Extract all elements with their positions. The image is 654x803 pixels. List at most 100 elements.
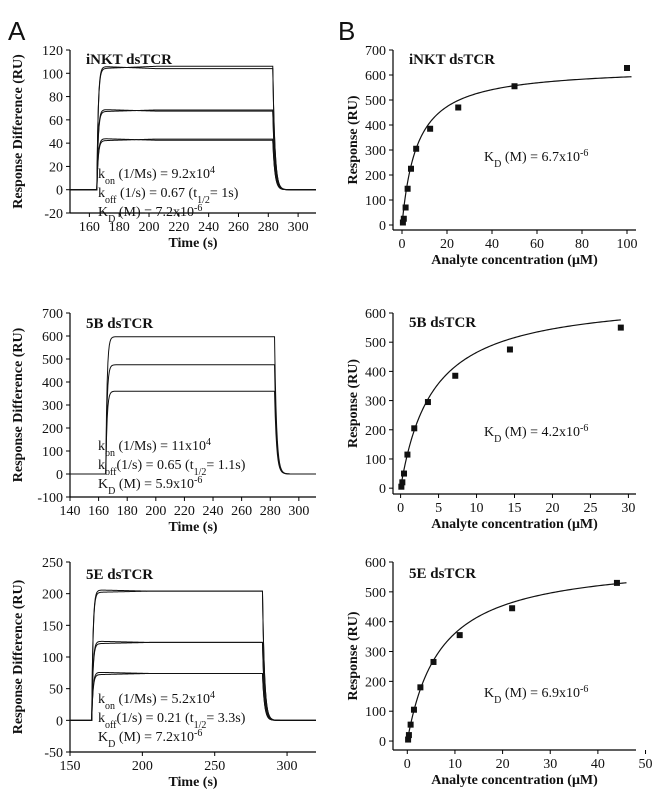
data-point <box>405 736 412 743</box>
y-axis-label: Response Difference (RU) <box>11 54 26 209</box>
y-tick-label: 100 <box>365 194 386 209</box>
x-axis-label: Analyte concentration (μM) <box>431 773 598 788</box>
y-tick-label: 500 <box>42 353 63 368</box>
data-point <box>404 451 411 458</box>
y-tick-label: 200 <box>42 422 63 437</box>
panel-letter-b: B <box>338 16 355 46</box>
y-tick-label: 700 <box>365 44 386 59</box>
binding-fit-curve <box>401 76 632 226</box>
kinetics-annotation-1: kon (1/Ms) = 11x104 <box>98 437 211 459</box>
x-tick-label: 20 <box>440 237 454 252</box>
y-tick-label: 200 <box>365 424 386 439</box>
y-tick-label: 400 <box>42 376 63 391</box>
panel-title: 5E dsTCR <box>409 566 476 582</box>
chart-panel-6: 0 100 200 300 400 500 600 0 10 20 30 40 50 Analyte co… <box>346 556 653 788</box>
y-tick-label: 300 <box>42 399 63 414</box>
data-point <box>405 732 412 739</box>
x-tick-label: 100 <box>617 237 638 252</box>
y-tick-label: 80 <box>49 91 63 106</box>
sensorgram-trace-1 <box>70 336 316 475</box>
sensorgram-trace-6 <box>70 138 316 191</box>
data-point <box>404 185 411 192</box>
kinetics-annotation-3: KD (M) = 7.2x10-6 <box>98 728 202 750</box>
x-axis-label: Time (s) <box>168 520 217 535</box>
panel-title: iNKT dsTCR <box>86 52 172 68</box>
x-tick-label: 240 <box>203 504 224 519</box>
chart-panel-5: -50 0 50 100 150 200 250 150 200 250 300 Time (s) Re… <box>11 556 316 790</box>
y-tick-label: 0 <box>379 735 386 750</box>
y-tick-label: 500 <box>365 94 386 109</box>
binding-fit-curve <box>406 582 627 742</box>
y-axis-label: Response (RU) <box>346 611 361 700</box>
x-tick-label: 300 <box>288 504 309 519</box>
data-point <box>509 605 516 612</box>
x-tick-label: 250 <box>204 759 225 774</box>
data-point <box>402 204 409 211</box>
y-tick-label: 500 <box>365 336 386 351</box>
panel-title: 5E dsTCR <box>86 567 153 583</box>
x-tick-label: 260 <box>231 504 252 519</box>
y-tick-label: 400 <box>365 119 386 134</box>
y-tick-label: 500 <box>365 586 386 601</box>
x-tick-label: 200 <box>139 220 160 235</box>
kd-annotation: KD (M) = 4.2x10-6 <box>484 423 588 445</box>
y-tick-label: 150 <box>42 619 63 634</box>
y-axis-label: Response (RU) <box>346 95 361 184</box>
x-tick-label: 300 <box>277 759 298 774</box>
data-point <box>456 632 463 639</box>
y-tick-label: 200 <box>365 169 386 184</box>
x-tick-label: 280 <box>260 504 281 519</box>
sensorgram-trace-2 <box>70 65 316 191</box>
x-axis-label: Time (s) <box>168 236 217 251</box>
sensorgram-trace-2 <box>70 364 316 475</box>
data-point <box>430 658 437 665</box>
y-tick-label: 40 <box>49 137 63 152</box>
x-tick-label: 25 <box>583 501 597 516</box>
x-axis-label: Analyte concentration (μM) <box>431 517 598 532</box>
y-tick-label: 400 <box>365 365 386 380</box>
data-point <box>399 219 406 226</box>
data-point <box>407 721 414 728</box>
kinetics-annotation-3: KD (M) = 5.9x10-6 <box>98 475 202 497</box>
x-tick-label: 300 <box>288 220 309 235</box>
y-tick-label: 50 <box>49 683 63 698</box>
y-tick-label: 600 <box>42 330 63 345</box>
y-tick-label: -100 <box>37 491 63 506</box>
y-tick-label: 250 <box>42 556 63 571</box>
x-tick-label: 0 <box>399 237 406 252</box>
data-point <box>400 215 407 222</box>
x-tick-label: 260 <box>228 220 249 235</box>
sensorgram-trace-6 <box>70 672 316 721</box>
data-point <box>424 399 431 406</box>
y-tick-label: 600 <box>365 69 386 84</box>
binding-fit-curve <box>400 319 621 489</box>
y-tick-label: -50 <box>44 746 63 761</box>
data-point <box>408 165 414 172</box>
x-tick-label: 180 <box>109 220 130 235</box>
x-tick-label: 20 <box>545 501 559 516</box>
x-axis-label: Time (s) <box>168 775 217 790</box>
x-tick-label: 200 <box>145 504 166 519</box>
x-tick-label: 240 <box>198 220 219 235</box>
y-axis-label: Response (RU) <box>346 359 361 448</box>
y-tick-label: 300 <box>365 395 386 410</box>
kd-annotation: KD (M) = 6.9x10-6 <box>484 684 588 706</box>
x-tick-label: 160 <box>79 220 100 235</box>
data-point <box>613 579 620 586</box>
x-axis-label: Analyte concentration (μM) <box>431 253 598 268</box>
kinetics-annotation-1: kon (1/Ms) = 9.2x104 <box>98 165 215 187</box>
x-tick-label: 180 <box>117 504 138 519</box>
x-tick-label: 80 <box>575 237 589 252</box>
x-tick-label: 140 <box>60 504 81 519</box>
y-tick-label: 100 <box>42 651 63 666</box>
y-tick-label: 700 <box>42 307 63 322</box>
kinetics-annotation-2: koff(1/s) = 0.65 (t1/2= 1.1s) <box>98 458 246 478</box>
x-tick-label: 40 <box>591 757 605 772</box>
kinetics-annotation-2: koff(1/s) = 0.21 (t1/2= 3.3s) <box>98 711 246 731</box>
y-tick-label: 300 <box>365 646 386 661</box>
y-tick-label: 200 <box>42 588 63 603</box>
panel-title: 5B dsTCR <box>409 315 476 331</box>
data-point <box>506 346 513 353</box>
y-tick-label: -20 <box>44 207 63 222</box>
